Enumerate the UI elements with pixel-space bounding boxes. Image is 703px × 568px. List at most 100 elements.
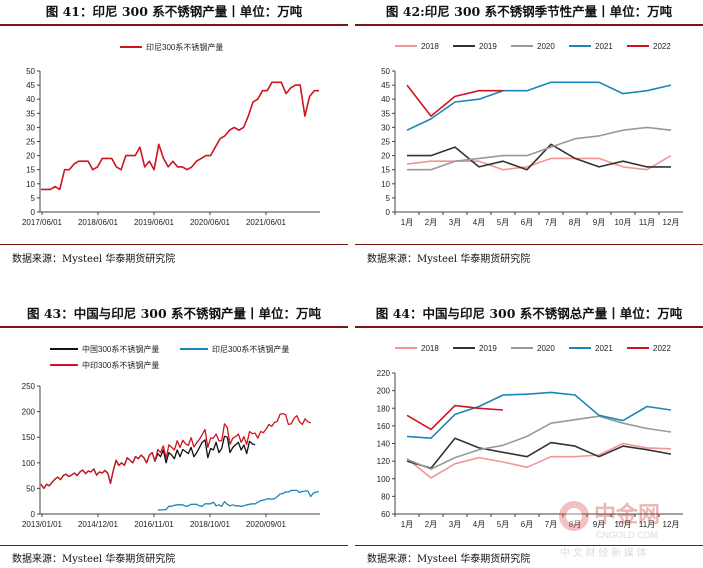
y-tick-label: 150 — [22, 433, 36, 442]
chart-panel-44: 图 44：中国与印尼 300 系不锈钢总产量丨单位：万吨 60 80 100 120 1… — [355, 302, 703, 568]
x-tick-label: 2016/11/01 — [134, 520, 174, 529]
legend-label: 2022 — [653, 344, 671, 353]
x-tick-label: 12月 — [663, 520, 680, 529]
series-line-2019 — [406, 437, 672, 469]
series-line-2021 — [406, 391, 672, 439]
y-tick-label: 40 — [381, 95, 390, 104]
y-tick-label: 100 — [377, 475, 391, 484]
x-tick-label: 6月 — [521, 520, 533, 529]
y-tick-label: 0 — [386, 208, 391, 217]
coin-icon: 中金网 CNGOLD.COM 中 文 财 经 新 媒 体 — [559, 501, 660, 559]
bottom-rule — [0, 244, 348, 245]
title-rule — [0, 24, 348, 26]
x-tick-label: 2021/06/01 — [246, 218, 287, 227]
x-tick-label: 6月 — [521, 218, 533, 227]
legend-label: 2022 — [653, 42, 671, 51]
series-line-2018 — [406, 154, 672, 171]
legend-label: 中国300系不锈钢产量 — [82, 344, 159, 354]
y-tick-label: 0 — [31, 510, 36, 519]
x-tick-label: 2019/06/01 — [134, 218, 175, 227]
bottom-rule — [355, 545, 703, 546]
series-line-2020 — [407, 126, 672, 171]
series-line-2020 — [406, 415, 672, 470]
chart-title: 图 41：印尼 300 系不锈钢产量丨单位：万吨 — [45, 4, 303, 19]
legend-label: 印尼300系不锈钢产量 — [146, 42, 223, 52]
watermark-slogan: 中 文 财 经 新 媒 体 — [560, 546, 647, 559]
x-tick-label: 10月 — [615, 520, 632, 529]
y-tick-label: 50 — [26, 484, 35, 493]
series-line-2022 — [406, 404, 504, 431]
legend-label: 2018 — [421, 42, 439, 51]
x-tick-label: 2017/06/01 — [22, 218, 63, 227]
x-tick-label: 3月 — [449, 520, 461, 529]
y-tick-label: 180 — [377, 404, 391, 413]
chart-43: 0 50 100 150 200 250 2013/01/01 2014/12/01 2016/… — [22, 344, 320, 529]
y-tick-label: 140 — [377, 440, 391, 449]
y-tick-label: 60 — [381, 510, 390, 519]
y-tick-label: 30 — [381, 123, 390, 132]
series-line-中印300系不锈钢产量 — [40, 412, 311, 490]
y-tick-label: 160 — [377, 422, 391, 431]
y-tick-label: 0 — [31, 208, 36, 217]
legend-label: 2020 — [537, 344, 555, 353]
y-tick-label: 40 — [26, 95, 35, 104]
y-tick-label: 50 — [26, 67, 35, 76]
y-tick-label: 35 — [26, 109, 35, 118]
x-tick-label: 2020/09/01 — [246, 520, 287, 529]
y-tick-label: 5 — [31, 194, 36, 203]
bottom-rule — [0, 545, 348, 546]
y-tick-label: 20 — [26, 152, 35, 161]
legend-label: 2020 — [537, 42, 555, 51]
x-tick-label: 3月 — [449, 218, 461, 227]
legend-label: 2021 — [595, 42, 613, 51]
title-rule — [0, 326, 348, 328]
x-tick-label: 10月 — [615, 218, 632, 227]
chart-42: 0 5 10 15 20 25 30 35 40 45 50 1月 2月 3月 4月 5月 6月 7月 8月 9月 10… — [381, 42, 683, 227]
x-tick-label: 11月 — [639, 520, 655, 529]
y-tick-label: 200 — [22, 408, 36, 417]
series-line-2019 — [407, 143, 671, 171]
x-tick-label: 2018/06/01 — [78, 218, 119, 227]
series-line-中国300系不锈钢产量 — [40, 435, 256, 490]
y-tick-label: 80 — [381, 492, 390, 501]
x-tick-label: 4月 — [473, 520, 485, 529]
y-tick-label: 15 — [381, 166, 390, 175]
x-tick-label: 8月 — [569, 218, 581, 227]
x-tick-label: 8月 — [569, 520, 581, 529]
y-tick-label: 25 — [381, 138, 390, 147]
chart-title: 图 44：中国与印尼 300 系不锈钢总产量丨单位：万吨 — [375, 306, 683, 321]
x-tick-label: 2018/10/01 — [190, 520, 231, 529]
series-line-印尼300系不锈钢产量 — [157, 489, 319, 511]
x-tick-label: 12月 — [663, 218, 680, 227]
y-tick-label: 20 — [381, 152, 390, 161]
chart-44: 60 80 100 120 140 160 180 200 220 1月 2月 3月 4月 5月 6月 7月 8… — [377, 344, 683, 529]
chart-panel-41: 图 41：印尼 300 系不锈钢产量丨单位：万吨 0 5 10 15 20 25 30 35 4… — [0, 0, 348, 270]
y-tick-label: 220 — [377, 369, 391, 378]
watermark-logo: 中金网 CNGOLD.COM 中 文 财 经 新 媒 体 — [556, 494, 696, 564]
series-line-印尼300系不锈钢产量 — [41, 81, 319, 191]
y-tick-label: 200 — [377, 387, 391, 396]
x-tick-label: 7月 — [545, 218, 557, 227]
x-tick-label: 2013/01/01 — [22, 520, 63, 529]
x-tick-label: 7月 — [545, 520, 557, 529]
legend-label: 2018 — [421, 344, 439, 353]
y-tick-label: 45 — [26, 81, 35, 90]
x-tick-label: 1月 — [401, 218, 413, 227]
x-tick-label: 9月 — [593, 218, 605, 227]
y-tick-label: 35 — [381, 109, 390, 118]
x-tick-label: 2月 — [425, 520, 437, 529]
title-rule — [355, 326, 703, 328]
x-tick-label: 1月 — [401, 520, 413, 529]
y-tick-label: 50 — [381, 67, 390, 76]
x-tick-label: 5月 — [497, 520, 509, 529]
y-tick-label: 120 — [377, 457, 391, 466]
legend-label: 2021 — [595, 344, 613, 353]
y-tick-label: 30 — [26, 123, 35, 132]
x-tick-label: 2014/12/01 — [78, 520, 119, 529]
chart-41: 0 5 10 15 20 25 30 35 40 45 50 2017/06/01 2018/06/01… — [22, 42, 320, 227]
source-note: 数据来源：Mysteel 华泰期货研究院 — [12, 554, 176, 565]
y-tick-label: 45 — [381, 81, 390, 90]
x-tick-label: 5月 — [497, 218, 509, 227]
x-tick-label: 11月 — [639, 218, 655, 227]
x-tick-label: 9月 — [593, 520, 605, 529]
